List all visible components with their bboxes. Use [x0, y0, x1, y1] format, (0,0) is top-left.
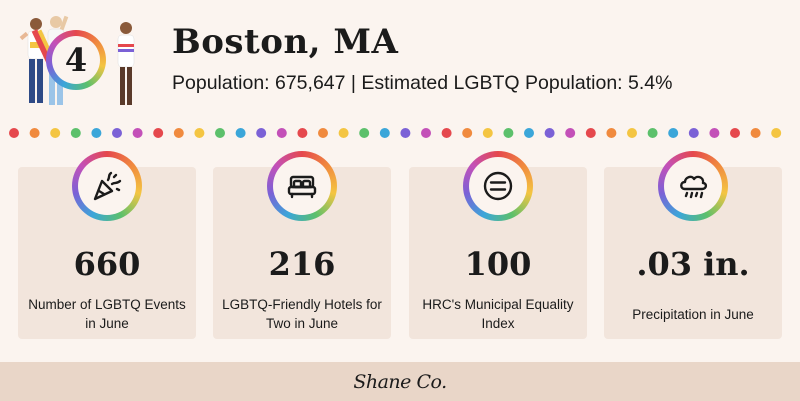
divider-dot [9, 128, 19, 138]
stat-value: 216 [268, 245, 336, 283]
rain-cloud-icon [658, 151, 728, 221]
stat-card-equality-index: 100 HRC's Municipal Equality Index [409, 151, 587, 339]
divider-dot [482, 128, 493, 138]
divider-dot [730, 128, 740, 138]
divider-dot [338, 128, 349, 138]
divider-dot [421, 128, 431, 138]
stat-card-hotels: 216 LGBTQ-Friendly Hotels for Two in Jun… [213, 151, 391, 339]
equal-sign-icon [463, 151, 533, 221]
divider-dot [544, 128, 555, 138]
divider-dot [379, 128, 390, 138]
stat-label: Number of LGBTQ Events in June [28, 297, 186, 331]
divider-dot [606, 128, 617, 138]
divider-dot [215, 128, 225, 138]
stat-label: LGBTQ-Friendly Hotels for Two in June [222, 297, 382, 331]
divider-dot [709, 128, 720, 138]
divider-dot [70, 128, 81, 138]
stat-value: .03 in. [636, 245, 750, 283]
divider-dot [276, 128, 287, 138]
divider-dot [29, 128, 40, 138]
divider-dot [173, 128, 184, 138]
rank-badge: 4 [46, 30, 106, 90]
divider-dot [524, 128, 534, 138]
rank-number: 4 [52, 36, 100, 84]
stats-cards: 660 Number of LGBTQ Events in June 216 L… [18, 151, 782, 339]
divider-dot [441, 128, 452, 138]
bed-icon [267, 151, 337, 221]
divider-dot [771, 128, 782, 138]
divider-dot [503, 128, 514, 138]
rainbow-dot-divider [9, 128, 782, 138]
divider-dot [318, 128, 328, 138]
footer: Shane Co. [0, 362, 800, 401]
divider-dot [194, 128, 205, 138]
divider-dot [256, 128, 267, 138]
divider-dot [153, 128, 164, 138]
divider-dot [462, 128, 473, 138]
stat-value: 100 [464, 245, 532, 283]
divider-dot [668, 128, 679, 138]
divider-dot [112, 128, 122, 138]
divider-dot [132, 128, 143, 138]
divider-dot [585, 128, 596, 138]
stat-label: HRC's Municipal Equality Index [422, 297, 574, 331]
header: 4 Boston, MA Population: 675,647 | Estim… [0, 0, 800, 120]
city-title: Boston, MA [172, 22, 399, 62]
party-popper-icon [72, 151, 142, 221]
divider-dot [647, 128, 658, 138]
divider-dot [688, 128, 699, 138]
divider-dot [297, 128, 308, 138]
divider-dot [400, 128, 411, 138]
divider-dot [235, 128, 246, 138]
divider-dot [50, 128, 61, 138]
stat-card-precipitation: .03 in. Precipitation in June [604, 151, 782, 339]
stat-label: Precipitation in June [632, 307, 754, 322]
divider-dot [359, 128, 370, 138]
stat-value: 660 [73, 245, 141, 283]
brand-logo: Shane Co. [353, 370, 447, 393]
divider-dot [91, 128, 102, 138]
stat-card-events: 660 Number of LGBTQ Events in June [18, 151, 196, 339]
population-line: Population: 675,647 | Estimated LGBTQ Po… [172, 72, 673, 94]
divider-dot [565, 128, 576, 138]
divider-dot [750, 128, 761, 138]
divider-dot [627, 128, 637, 138]
